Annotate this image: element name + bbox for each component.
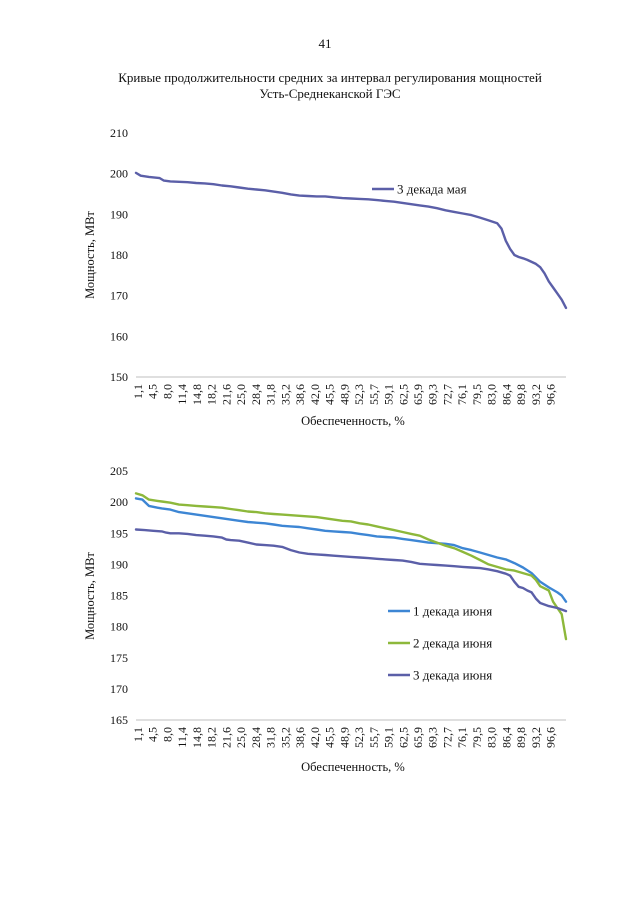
x-tick-label: 86,4 (499, 727, 513, 748)
x-tick-label: 55,7 (367, 727, 381, 748)
x-tick-label: 83,0 (485, 384, 499, 405)
x-tick-label: 96,6 (544, 384, 558, 405)
y-tick-label: 205 (110, 464, 128, 478)
y-axis-title: Мощность, МВт (83, 211, 97, 299)
x-tick-label: 18,2 (205, 384, 219, 405)
series-line-3 (134, 528, 568, 613)
y-tick-label: 160 (110, 329, 128, 343)
x-tick-label: 93,2 (529, 384, 543, 405)
x-tick-label: 31,8 (264, 727, 278, 748)
x-tick-label: 62,5 (396, 384, 410, 405)
x-tick-label: 28,4 (249, 384, 263, 405)
x-tick-label: 45,5 (323, 384, 337, 405)
x-tick-label: 69,3 (426, 384, 440, 405)
x-tick-label: 83,0 (485, 727, 499, 748)
x-tick-label: 55,7 (367, 384, 381, 405)
x-tick-label: 11,4 (175, 384, 189, 405)
y-tick-label: 150 (110, 370, 128, 384)
x-tick-label: 59,1 (382, 727, 396, 748)
x-axis-title: Обеспеченность, % (301, 414, 405, 428)
x-tick-label: 76,1 (455, 384, 469, 405)
x-tick-label: 96,6 (544, 727, 558, 748)
x-tick-label: 65,9 (411, 727, 425, 748)
x-tick-label: 21,6 (219, 384, 233, 405)
document-title-line-2: Усть-Среднеканской ГЭС (259, 86, 401, 101)
x-tick-label: 8,0 (160, 384, 174, 399)
y-tick-label: 165 (110, 713, 128, 727)
page-number: 41 (318, 36, 332, 51)
x-tick-label: 35,2 (278, 384, 292, 405)
x-tick-label: 79,5 (470, 727, 484, 748)
x-tick-label: 52,3 (352, 384, 366, 405)
x-tick-label: 38,6 (293, 727, 307, 748)
x-tick-label: 59,1 (382, 384, 396, 405)
y-tick-label: 185 (110, 589, 128, 603)
y-tick-label: 195 (110, 526, 128, 540)
x-tick-label: 86,4 (499, 384, 513, 405)
y-tick-label: 200 (110, 495, 128, 509)
x-tick-label: 89,8 (514, 727, 528, 748)
chart-2: 165 170 175 180 185 190 195 200 205 1,1 4,5 8,0 11,4… (83, 464, 568, 774)
y-tick-label: 180 (110, 620, 128, 634)
x-tick-label: 21,6 (219, 727, 233, 748)
x-tick-label: 45,5 (323, 727, 337, 748)
x-tick-label: 79,5 (470, 384, 484, 405)
x-tick-label: 1,1 (131, 384, 145, 399)
legend-label: 3 декада мая (397, 182, 467, 197)
x-tick-label: 18,2 (205, 727, 219, 748)
x-tick-label: 76,1 (455, 727, 469, 748)
x-tick-label: 48,9 (337, 727, 351, 748)
y-tick-label: 200 (110, 167, 128, 181)
x-tick-label: 4,5 (146, 384, 160, 399)
y-tick-label: 170 (110, 289, 128, 303)
x-tick-label: 62,5 (396, 727, 410, 748)
x-tick-label: 28,4 (249, 727, 263, 748)
x-tick-label: 42,0 (308, 384, 322, 405)
y-tick-label: 210 (110, 126, 128, 140)
series-line-2 (134, 492, 568, 641)
x-tick-label: 48,9 (337, 384, 351, 405)
y-tick-label: 180 (110, 248, 128, 262)
x-tick-label: 38,6 (293, 384, 307, 405)
x-tick-label: 89,8 (514, 384, 528, 405)
chart-1: 150 160 170 180 190 200 210 1,1 4,5 8,0 11,4 14,8 18… (83, 126, 568, 428)
series-line-1 (134, 497, 568, 603)
series-line-1 (134, 171, 568, 310)
x-tick-label: 69,3 (426, 727, 440, 748)
legend-label: 3 декада июня (413, 668, 492, 683)
x-tick-label: 11,4 (175, 727, 189, 748)
y-tick-label: 190 (110, 207, 128, 221)
x-tick-label: 25,0 (234, 384, 248, 405)
y-tick-label: 170 (110, 682, 128, 696)
x-tick-label: 31,8 (264, 384, 278, 405)
legend-label: 1 декада июня (413, 604, 492, 619)
x-tick-label: 65,9 (411, 384, 425, 405)
y-axis-title: Мощность, МВт (83, 552, 97, 640)
x-tick-label: 35,2 (278, 727, 292, 748)
x-tick-label: 72,7 (440, 384, 454, 405)
x-tick-label: 52,3 (352, 727, 366, 748)
legend-label: 2 декада июня (413, 636, 492, 651)
x-tick-label: 25,0 (234, 727, 248, 748)
x-tick-label: 42,0 (308, 727, 322, 748)
x-tick-label: 14,8 (190, 727, 204, 748)
y-tick-label: 190 (110, 557, 128, 571)
y-tick-label: 175 (110, 651, 128, 665)
x-tick-label: 93,2 (529, 727, 543, 748)
x-tick-label: 14,8 (190, 384, 204, 405)
x-tick-label: 72,7 (440, 727, 454, 748)
x-tick-label: 1,1 (131, 727, 145, 742)
x-tick-label: 4,5 (146, 727, 160, 742)
document-title: Кривые продолжительности средних за инте… (0, 70, 640, 102)
x-tick-label: 8,0 (160, 727, 174, 742)
x-axis-title: Обеспеченность, % (301, 760, 405, 774)
document-title-line-1: Кривые продолжительности средних за инте… (118, 70, 542, 85)
